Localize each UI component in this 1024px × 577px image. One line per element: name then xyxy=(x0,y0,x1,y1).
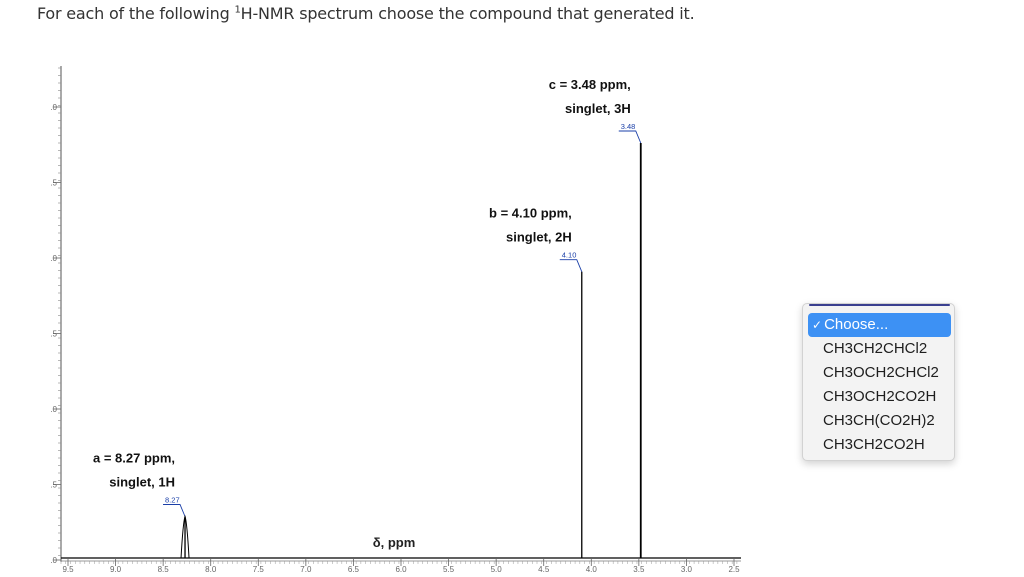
y-tick-label: .0 xyxy=(50,103,57,112)
option-ch3ch-co2h-2[interactable]: CH3CH(CO2H)2 xyxy=(823,412,935,429)
x-axis-label: δ, ppm xyxy=(373,535,416,550)
peak-a-label-line1: a = 8.27 ppm, xyxy=(93,451,175,466)
option-ch3och2chcl2[interactable]: CH3OCH2CHCl2 xyxy=(823,364,939,381)
y-tick-label: .5 xyxy=(50,179,57,188)
x-tick-label: 2.5 xyxy=(728,565,740,574)
y-tick-label: .5 xyxy=(50,481,57,490)
x-tick-label: 3.5 xyxy=(633,565,645,574)
y-tick-label: .5 xyxy=(50,330,57,339)
checkmark-icon: ✓ xyxy=(812,318,823,332)
x-tick-label: 6.0 xyxy=(395,565,407,574)
nmr-spectrum-chart: .0 .5 .0 .5 .0 .5 .0 9.5 9.0 8.5 8.0 7.5 7.0 6.5 6.0 5.… xyxy=(50,66,741,574)
peak-c-label-line1: c = 3.48 ppm, xyxy=(549,77,631,92)
peak-a-marker-line xyxy=(163,504,186,517)
y-tick-label: .0 xyxy=(50,254,57,263)
x-tick-label: 4.0 xyxy=(586,565,598,574)
peak-a-marker-label: 8.27 xyxy=(165,496,180,505)
peak-b-label-line1: b = 4.10 ppm, xyxy=(489,206,572,221)
x-tick-label: 5.5 xyxy=(443,565,455,574)
x-tick-label: 8.5 xyxy=(158,565,170,574)
peak-a-label-line2: singlet, 1H xyxy=(109,475,175,490)
x-tick-label: 9.0 xyxy=(110,565,122,574)
question-suffix: H-NMR spectrum choose the compound that … xyxy=(240,4,695,23)
y-tick-label: .0 xyxy=(50,405,57,414)
select-focus-bar xyxy=(809,304,950,306)
compound-select-dropdown[interactable]: ✓ Choose... CH3CH2CHCl2 CH3OCH2CHCl2 CH3O… xyxy=(802,303,955,461)
peak-b-marker-label: 4.10 xyxy=(562,251,577,260)
option-ch3ch2co2h[interactable]: CH3CH2CO2H xyxy=(823,436,925,453)
x-tick-label: 5.0 xyxy=(491,565,503,574)
x-tick-label: 6.5 xyxy=(348,565,360,574)
peak-a-shape xyxy=(180,514,190,559)
peak-b-label-line2: singlet, 2H xyxy=(506,230,572,245)
option-ch3och2co2h[interactable]: CH3OCH2CO2H xyxy=(823,388,937,405)
x-tick-label: 7.5 xyxy=(253,565,265,574)
x-tick-label: 4.5 xyxy=(538,565,550,574)
peak-c-marker-line xyxy=(618,130,642,144)
y-tick-label: .0 xyxy=(50,556,57,565)
question-superscript: 1 xyxy=(234,4,241,16)
option-choose[interactable]: ✓ Choose... xyxy=(808,313,951,337)
question-text: For each of the following 1H-NMR spectru… xyxy=(37,4,695,23)
x-tick-label: 3.0 xyxy=(681,565,693,574)
peak-b-marker-line xyxy=(559,259,583,272)
x-tick-label: 7.0 xyxy=(300,565,312,574)
x-tick-label: 8.0 xyxy=(205,565,217,574)
peak-c-label-line2: singlet, 3H xyxy=(565,101,631,116)
question-prefix: For each of the following xyxy=(37,4,235,23)
x-tick-label: 9.5 xyxy=(62,565,74,574)
peak-c-marker-label: 3.48 xyxy=(621,122,636,131)
option-ch3ch2chcl2[interactable]: CH3CH2CHCl2 xyxy=(823,340,928,357)
